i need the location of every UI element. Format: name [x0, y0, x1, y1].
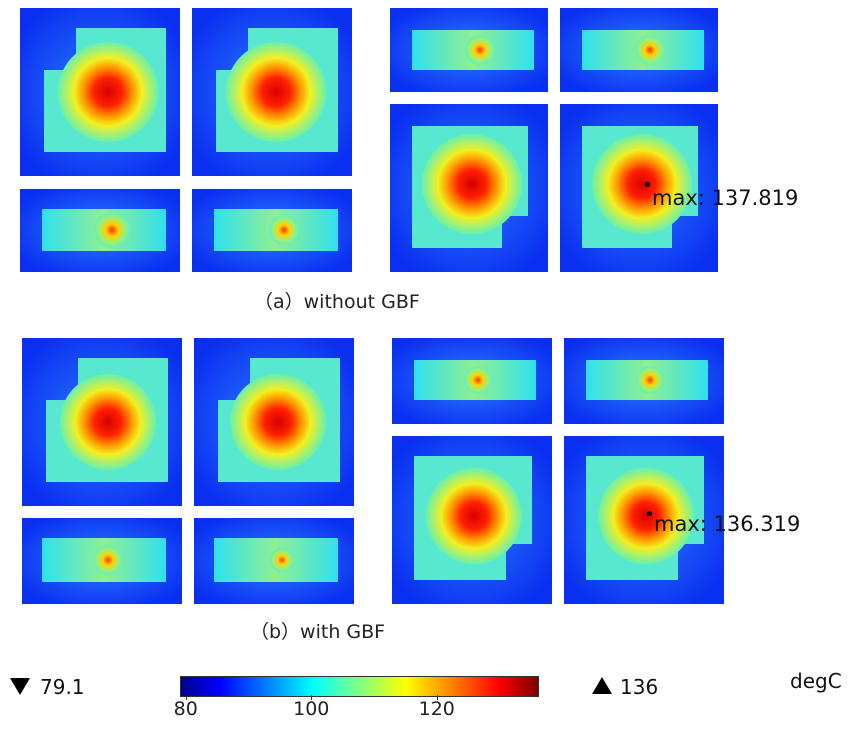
- triangle-down-icon: [10, 678, 30, 695]
- thermal-map-b2: [194, 338, 354, 506]
- thermal-map-a8: [560, 104, 718, 272]
- triangle-up-icon: [592, 677, 612, 694]
- max-label-b: max: 136.319: [654, 512, 801, 536]
- colorbar-tick: [185, 695, 187, 700]
- colorbar-unit: degC: [790, 669, 842, 693]
- colorbar-tick-label: 80: [173, 698, 198, 720]
- thermal-map-a7: [390, 104, 548, 272]
- colorbar-max-label: 136: [620, 675, 659, 699]
- thermal-map-b7: [392, 436, 552, 604]
- colorbar-tick-label: 100: [293, 698, 330, 720]
- caption-a: （a）without GBF: [254, 291, 420, 313]
- thermal-map-a1: [20, 8, 180, 176]
- colorbar: [180, 676, 539, 697]
- thermal-map-a3: [20, 189, 180, 272]
- max-marker-b: [647, 511, 652, 516]
- caption-b: （b）with GBF: [250, 621, 386, 643]
- thermal-map-a4: [192, 189, 352, 272]
- colorbar-tick-label: 120: [418, 698, 455, 720]
- colorbar-tick: [311, 695, 313, 700]
- thermal-map-b3: [22, 518, 182, 604]
- thermal-map-b5: [392, 338, 552, 424]
- max-label-a: max: 137.819: [652, 186, 799, 210]
- thermal-map-a5: [390, 8, 548, 92]
- thermal-map-a2: [192, 8, 352, 176]
- colorbar-tick: [436, 695, 438, 700]
- thermal-map-b1: [22, 338, 182, 506]
- thermal-map-b8: [564, 436, 724, 604]
- colorbar-min-label: 79.1: [40, 675, 85, 699]
- thermal-map-a6: [560, 8, 718, 92]
- thermal-map-b4: [194, 518, 354, 604]
- thermal-map-b6: [564, 338, 724, 424]
- max-marker-a: [645, 182, 650, 187]
